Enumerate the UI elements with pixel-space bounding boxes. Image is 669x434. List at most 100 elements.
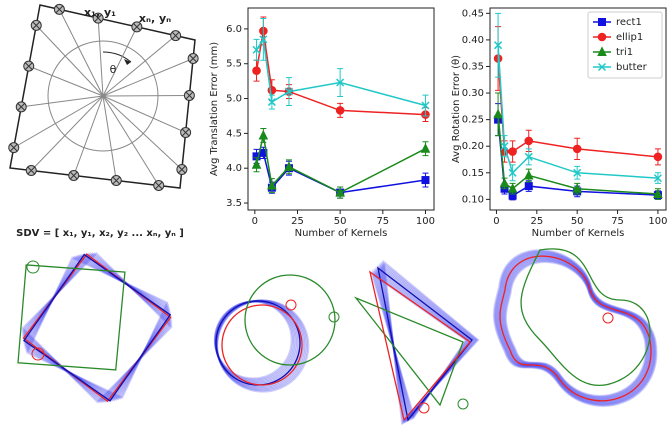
shape-outline	[9, 4, 196, 189]
point-cross	[24, 62, 33, 70]
data-point	[508, 147, 517, 156]
chart: 0 25 50 75 100 0.10 0.15 0.20 0.25 0.30 0.35 0.40 0.…	[451, 7, 667, 239]
shape-examples	[17, 248, 658, 426]
predicted-shape	[493, 250, 657, 407]
radial-line	[13, 95, 104, 149]
predicted-shape	[24, 255, 170, 401]
data-point	[267, 180, 277, 190]
point-cross	[133, 23, 141, 31]
point-cross	[27, 166, 36, 175]
data-point	[258, 129, 269, 140]
square-example	[21, 252, 173, 404]
data-point	[335, 106, 345, 115]
predicted-shape	[499, 255, 652, 402]
data-point	[499, 177, 510, 188]
legend-label: ellip1	[616, 32, 643, 43]
y-tick-label: 6.0	[226, 24, 242, 35]
predicted-shape	[216, 299, 308, 392]
y-tick-label: 5.0	[226, 94, 242, 105]
start-marker	[418, 402, 430, 414]
data-point	[572, 144, 582, 154]
predicted-shape	[21, 252, 173, 403]
first-point-label: x₁, y₁	[84, 6, 116, 19]
butterfly-example	[492, 249, 658, 407]
point-cross	[178, 165, 186, 174]
start-marker	[457, 398, 469, 410]
x-tick-label: 25	[291, 216, 304, 227]
angle-arc	[102, 51, 132, 63]
series-line	[497, 119, 658, 197]
data-point	[493, 108, 503, 119]
x-tick-label: 75	[376, 216, 389, 227]
y-axis-label: Avg Translation Error (mm)	[209, 42, 220, 176]
legend-label: tri1	[616, 47, 633, 58]
radial-line	[102, 95, 190, 97]
y-tick-label: 4.5	[226, 128, 242, 139]
radial-line	[28, 65, 104, 97]
point-cross	[189, 54, 197, 63]
y-tick-label: 0.35	[462, 61, 484, 72]
predicted-shape	[497, 253, 654, 403]
sdv-formula: SDV = [ x₁, y₁, x₂, y₂ ... xₙ, yₙ ]	[16, 228, 184, 239]
series-line	[255, 37, 426, 107]
data-point	[653, 174, 662, 183]
point-cross	[171, 31, 180, 40]
point-cross	[9, 143, 18, 152]
data-point	[523, 169, 534, 180]
start-marker	[31, 347, 45, 361]
legend-marker	[598, 18, 606, 26]
predicted-shape	[216, 299, 310, 393]
sdv-diagram	[8, 3, 199, 191]
legend-marker	[597, 62, 607, 72]
point-cross	[112, 176, 121, 185]
predicted-shape	[503, 259, 648, 399]
target-shape	[520, 248, 651, 387]
predicted-shape	[25, 256, 169, 399]
point-cross	[154, 181, 163, 190]
data-point	[421, 176, 430, 185]
target-shape	[244, 274, 336, 366]
start-marker	[602, 312, 614, 324]
x-tick-label: 50	[571, 216, 584, 227]
predicted-shape	[501, 257, 650, 400]
point-cross	[32, 21, 41, 30]
data-point	[252, 45, 261, 54]
legend-box	[587, 11, 663, 79]
truth-shape	[221, 304, 303, 386]
predicted-shape	[495, 252, 655, 405]
predicted-shape	[24, 254, 171, 401]
series-line	[497, 114, 658, 195]
x-axis-label: Number of Kernels	[532, 228, 625, 239]
point-cross	[181, 128, 190, 137]
predicted-shape	[23, 254, 171, 402]
truth-shape	[22, 253, 172, 403]
data-point	[284, 87, 293, 96]
data-point	[573, 168, 582, 177]
y-axis-label: Avg Rotation Error (θ)	[451, 55, 462, 163]
predicted-shape	[494, 251, 656, 406]
x-tick-label: 25	[530, 216, 543, 227]
x-tick-label: 0	[252, 216, 258, 227]
data-point	[524, 136, 534, 146]
mean-shape	[23, 253, 172, 402]
predicted-shape	[498, 254, 653, 403]
radial-line	[73, 95, 104, 176]
predicted-shape	[21, 252, 173, 404]
data-point	[653, 152, 663, 162]
data-point	[572, 183, 583, 193]
chart: 0 25 50 75 100 3.5 4.0 4.5 5.0 5.5 6.0 Number of Ke…	[209, 7, 435, 239]
start-marker	[26, 260, 40, 274]
point-cross	[17, 103, 26, 111]
predicted-shape	[504, 260, 648, 398]
series-line	[497, 45, 658, 179]
predicted-shape	[21, 252, 173, 404]
radial-line	[102, 58, 194, 97]
plot-frame	[247, 7, 435, 211]
truth-shape	[499, 255, 652, 402]
predicted-shape	[502, 258, 649, 399]
data-point	[420, 143, 431, 153]
radial-line	[97, 18, 104, 97]
y-tick-label: 0.40	[462, 35, 484, 46]
series-line	[255, 135, 426, 194]
